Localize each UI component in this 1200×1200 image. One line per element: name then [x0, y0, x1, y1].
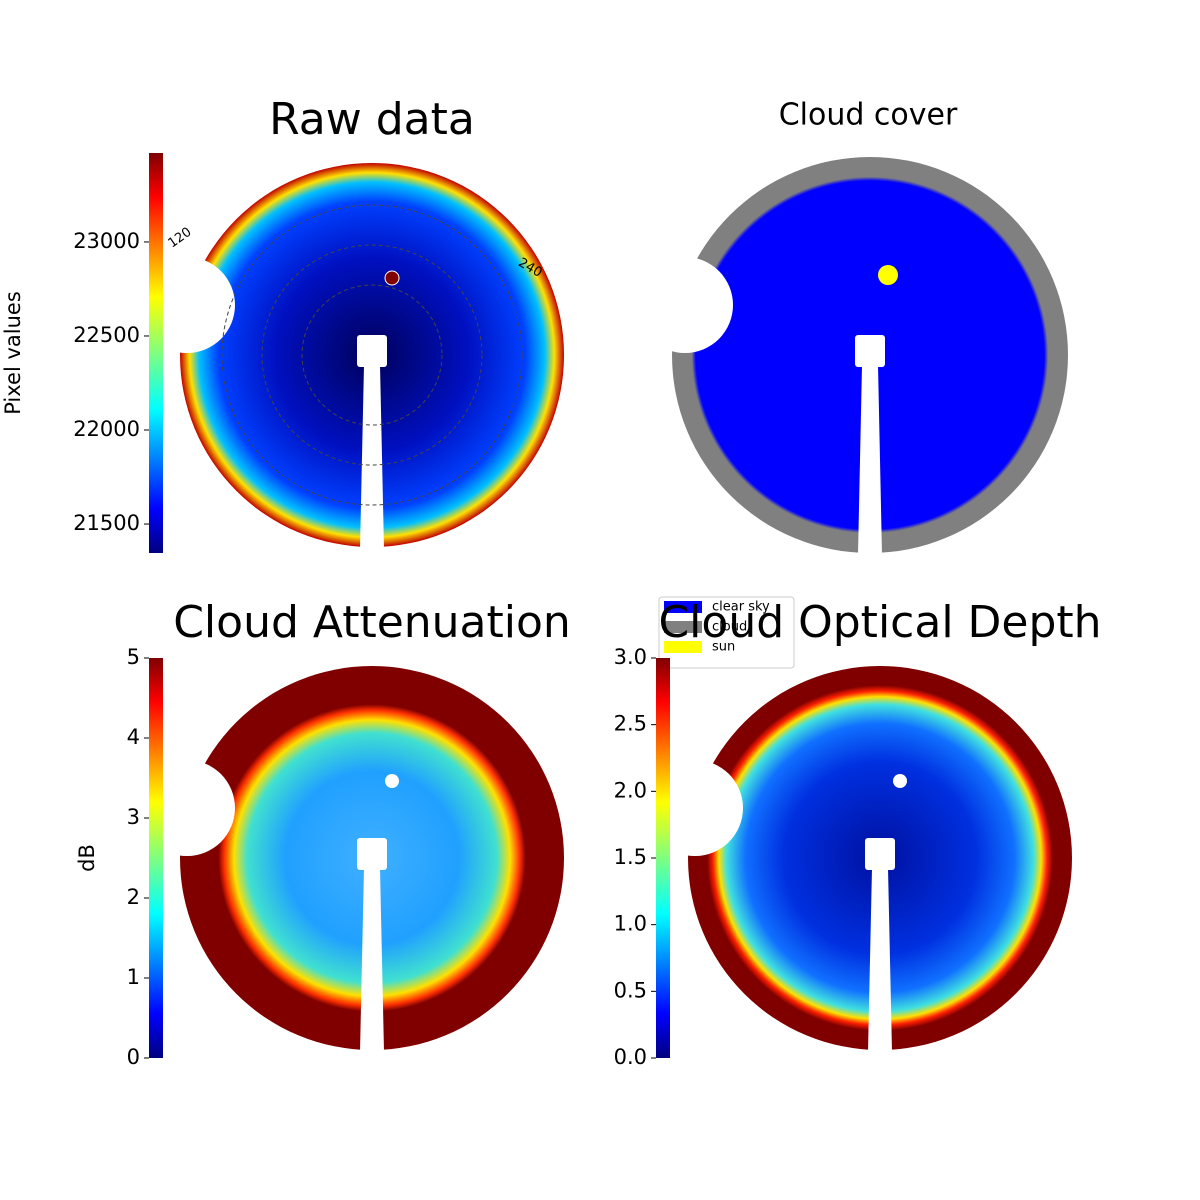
tick-label: 0.5	[614, 978, 647, 1002]
tick-label: 1.0	[614, 912, 647, 936]
tick-label: 3	[127, 805, 140, 829]
mask-notch	[647, 760, 743, 856]
chart-title: Cloud Optical Depth	[658, 597, 1101, 648]
polar-ring	[301, 284, 443, 426]
polar-label: 120	[166, 225, 195, 252]
tick-label: 2	[127, 885, 140, 909]
legend-swatch	[664, 601, 702, 613]
mask-pole	[858, 365, 882, 555]
tick-label: 0	[127, 1045, 140, 1069]
tick-label: 1	[127, 965, 140, 989]
polar-ring	[261, 244, 483, 466]
tick-label: 3.0	[614, 645, 647, 669]
mask-pole	[868, 868, 892, 1052]
mask-pole	[360, 868, 384, 1052]
mask-post	[357, 335, 387, 367]
colorbar-label: Pixel values	[1, 291, 25, 415]
mask-notch	[637, 257, 733, 353]
tick-label: 0.0	[614, 1045, 647, 1069]
polar-ring	[221, 204, 523, 506]
colorbar-label: dB	[75, 844, 99, 872]
mask-pole	[360, 365, 384, 549]
tick-label: 4	[127, 725, 140, 749]
tick-label: 23000	[73, 229, 140, 253]
mask-post	[865, 838, 895, 870]
legend-swatch	[664, 621, 702, 633]
tick-label: 2.0	[614, 778, 647, 802]
mask-post	[855, 335, 885, 367]
sun-spot	[893, 774, 907, 788]
tick-label: 5	[127, 645, 140, 669]
colorbar	[149, 658, 163, 1058]
legend-swatch	[664, 641, 702, 653]
chart-title: Raw data	[269, 94, 475, 145]
colorbar	[656, 658, 670, 1058]
tick-label: 1.5	[614, 845, 647, 869]
chart-title: Cloud cover	[779, 98, 958, 133]
legend-label: clear sky	[712, 600, 770, 615]
sun-spot	[384, 270, 400, 286]
sun-spot	[878, 265, 898, 285]
mask-post	[357, 838, 387, 870]
colorbar	[149, 153, 163, 553]
tick-label: 22000	[73, 417, 140, 441]
tick-label: 21500	[73, 511, 140, 535]
tick-label: 2.5	[614, 712, 647, 736]
tick-label: 22500	[73, 323, 140, 347]
chart-title: Cloud Attenuation	[173, 597, 571, 648]
sun-spot	[385, 774, 399, 788]
legend-label: sun	[712, 640, 735, 655]
legend-label: cloud	[712, 620, 747, 635]
